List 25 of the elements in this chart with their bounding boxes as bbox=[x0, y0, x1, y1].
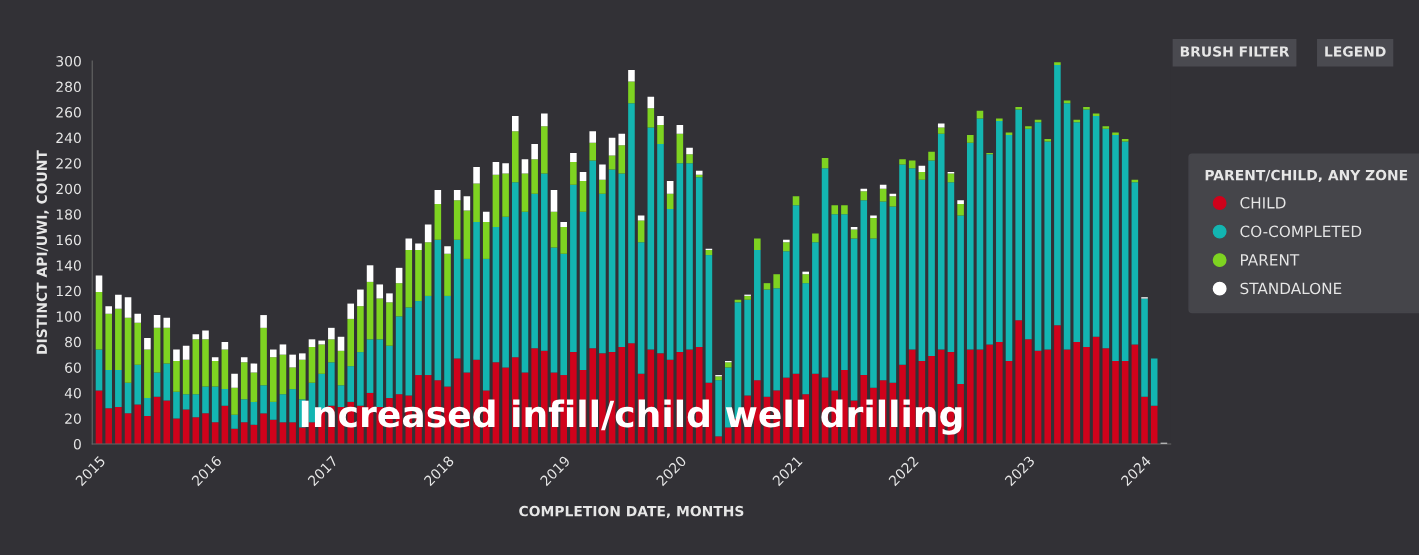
y-tick-label: 0 bbox=[73, 438, 81, 450]
y-tick-label: 60 bbox=[65, 362, 81, 373]
y-tick-label: 160 bbox=[56, 234, 81, 246]
y-tick-label: 280 bbox=[56, 81, 81, 93]
y-tick-label: 200 bbox=[56, 183, 81, 195]
y-tick-label: 240 bbox=[56, 132, 81, 144]
legend-label: PARENT bbox=[1241, 254, 1300, 266]
y-tick-label: 120 bbox=[56, 285, 81, 297]
legend-label: STANDALONE bbox=[1240, 282, 1342, 295]
legend-label: CO-COMPLETED bbox=[1240, 225, 1362, 238]
y-axis-title: DISTINCT API/UWI, COUNT bbox=[36, 150, 49, 354]
text: LEGEND bbox=[1325, 46, 1386, 57]
y-tick-label: 260 bbox=[56, 107, 81, 118]
y-tick-label: 140 bbox=[56, 260, 81, 271]
y-tick-label: 40 bbox=[64, 387, 81, 399]
y-tick-label: 20 bbox=[65, 413, 81, 424]
text: BRUSH FILTER bbox=[1180, 46, 1290, 57]
y-tick-label: 100 bbox=[56, 311, 81, 322]
y-tick-label: 80 bbox=[65, 336, 81, 348]
y-tick-label: 220 bbox=[56, 158, 81, 169]
x-axis-title: COMPLETION DATE, MONTHS bbox=[519, 505, 744, 519]
legend-label: CHILD bbox=[1240, 197, 1286, 209]
y-tick-label: 300 bbox=[56, 56, 81, 67]
y-tick-label: 180 bbox=[56, 209, 81, 220]
legend-title: PARENT/CHILD, ANY ZONE bbox=[1205, 169, 1408, 183]
